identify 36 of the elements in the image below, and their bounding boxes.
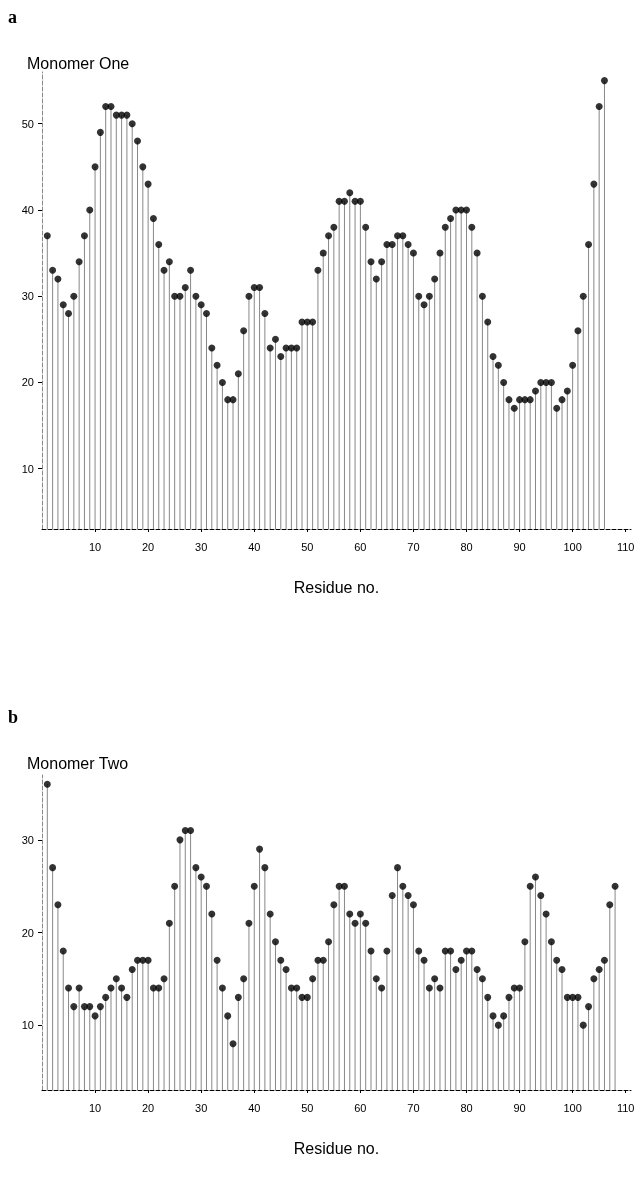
x-tick-label: 10 [88,540,102,553]
y-tick-label: 20 [21,376,34,389]
x-tick-label: 20 [142,540,155,553]
y-tick-label: 10 [21,462,34,475]
y-tick-label: 40 [21,203,34,216]
x-tick-label: 100 [563,1101,582,1114]
x-axis-title: Residue no. [293,578,380,596]
x-tick-label: 70 [407,540,420,553]
x-tick-label: 30 [195,1101,208,1114]
x-tick-label: 30 [195,540,208,553]
x-tick-label: 40 [248,540,261,553]
text: a [8,7,17,27]
x-tick-label: 110 [616,1101,635,1114]
x-tick-label: 60 [354,540,367,553]
x-tick-label: 100 [563,540,582,553]
text: b [8,707,19,727]
y-tick-label: 30 [21,290,34,303]
x-tick-label: 20 [142,1101,155,1114]
x-tick-label: 80 [460,1101,473,1114]
x-tick-label: 80 [460,540,473,553]
x-tick-label: 60 [354,1101,367,1114]
x-tick-label: 10 [88,1101,102,1114]
x-axis-title: Residue no. [293,1139,380,1157]
x-tick-label: 40 [248,1101,261,1114]
y-tick-label: 30 [21,833,34,846]
y-tick-label: 20 [21,926,34,939]
y-tick-label: 50 [21,117,34,130]
x-tick-label: 50 [301,540,314,553]
x-tick-label: 50 [301,1101,314,1114]
chart-title: Monomer One [27,54,130,72]
y-tick-label: 10 [21,1019,34,1032]
x-tick-label: 110 [616,540,635,553]
x-tick-label: 90 [513,540,526,553]
x-tick-label: 90 [513,1101,526,1114]
chart-title: Monomer Two [27,754,129,772]
x-tick-label: 70 [407,1101,420,1114]
